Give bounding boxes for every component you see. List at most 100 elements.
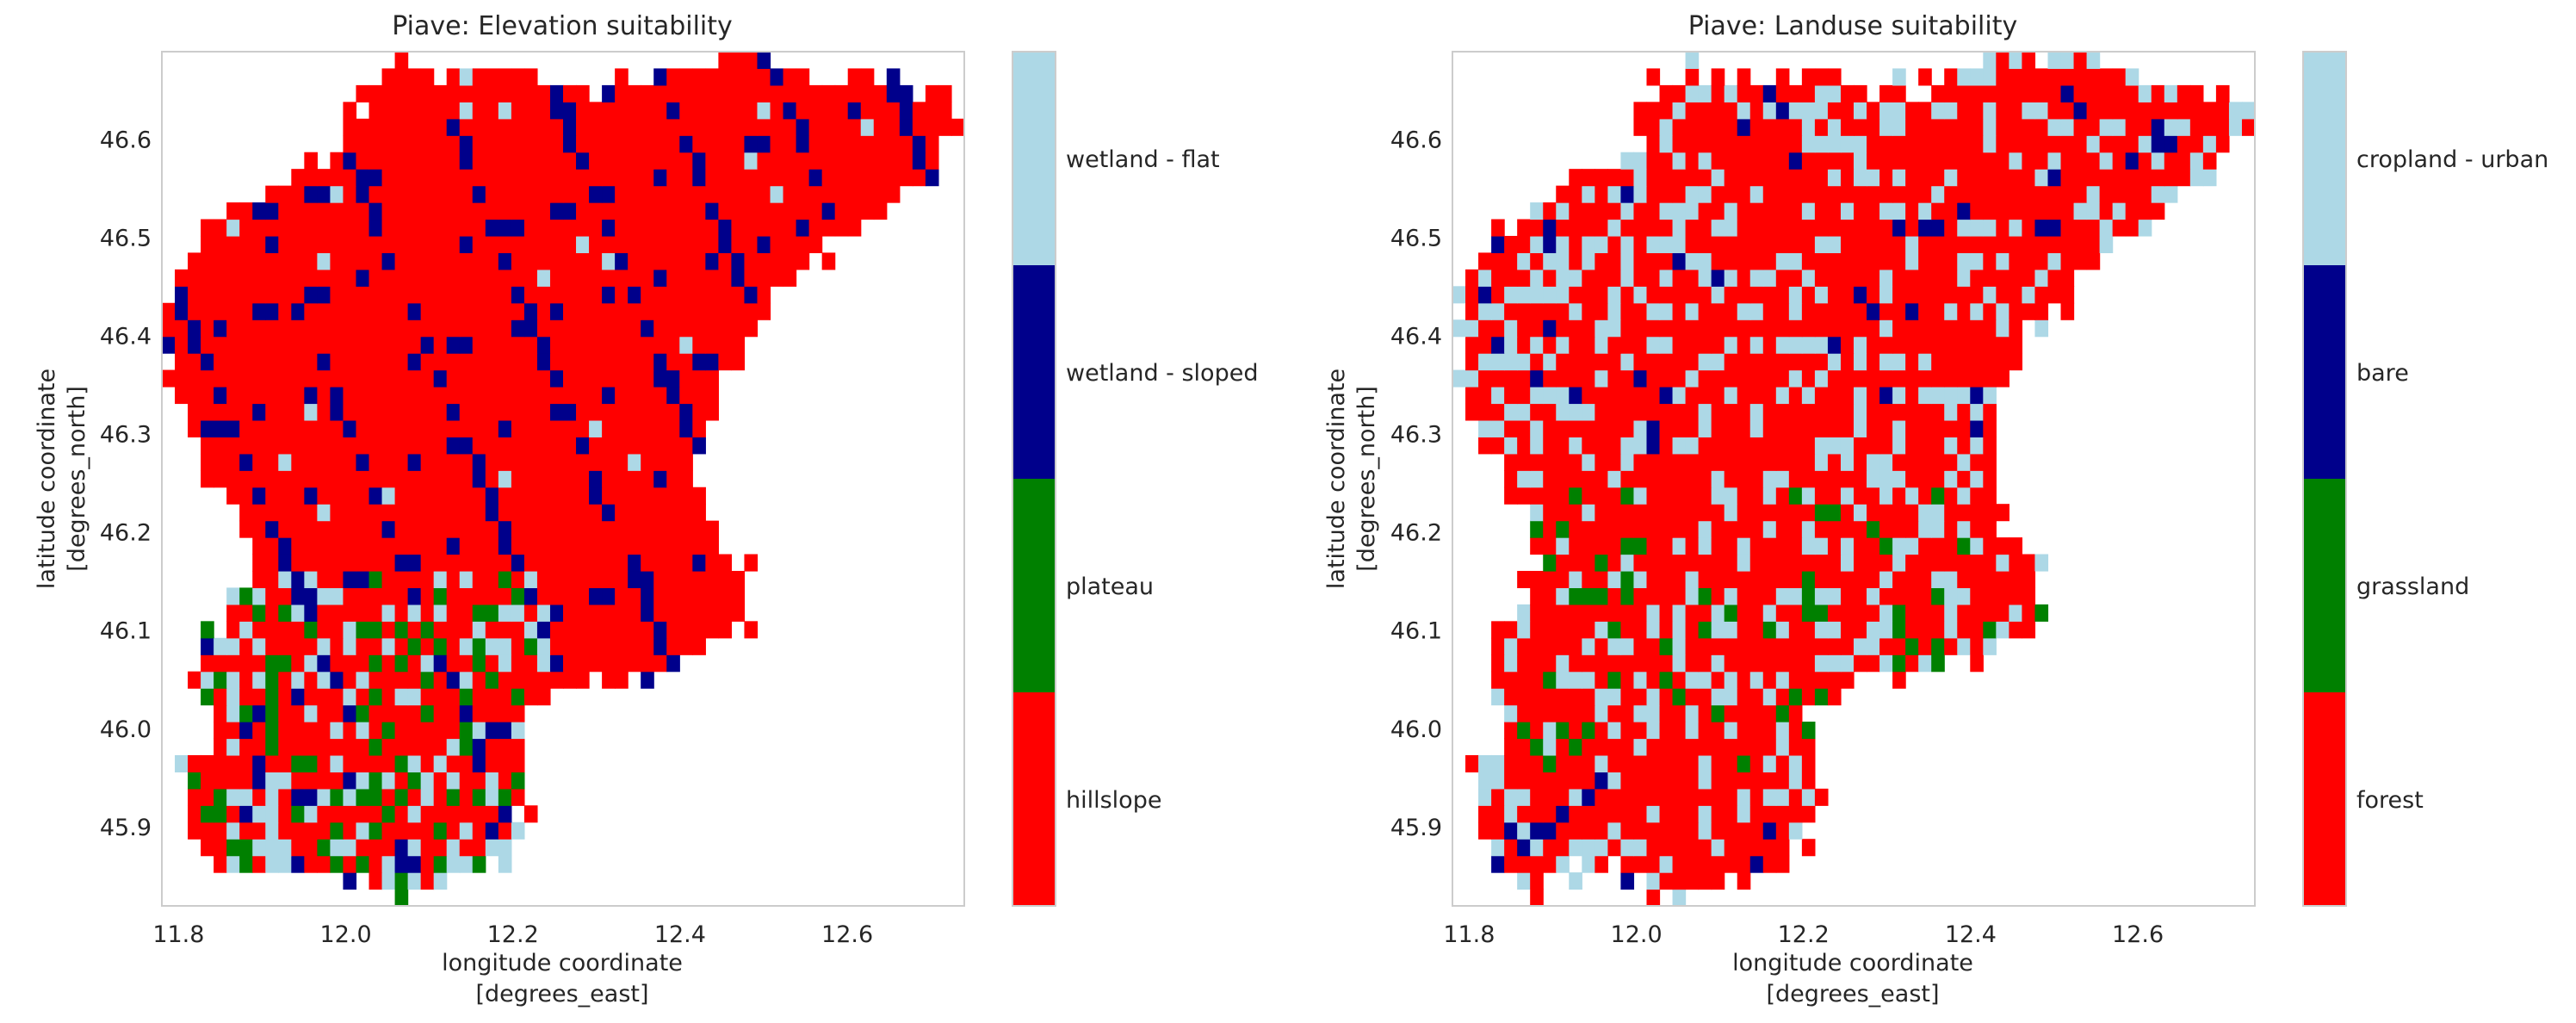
raster-cell — [1633, 722, 1648, 740]
raster-cell — [1607, 319, 1622, 338]
raster-cell — [394, 855, 409, 873]
raster-cell — [1582, 235, 1595, 254]
raster-cell — [1931, 621, 1945, 639]
raster-cell — [252, 269, 266, 287]
raster-cell — [1659, 403, 1674, 421]
raster-cell — [1672, 185, 1687, 203]
raster-cell — [368, 235, 383, 254]
raster-cell — [1646, 604, 1661, 622]
raster-cell — [925, 102, 939, 120]
raster-cell — [679, 403, 693, 421]
raster-cell — [1582, 470, 1595, 488]
raster-cell — [1788, 135, 1803, 153]
raster-cell — [368, 722, 383, 740]
raster-cell — [1646, 202, 1661, 220]
raster-cell — [1724, 839, 1738, 857]
raster-cell — [2202, 118, 2217, 136]
raster-cell — [692, 403, 706, 421]
raster-cell — [498, 219, 512, 237]
raster-cell — [343, 336, 357, 354]
raster-cell — [433, 152, 448, 170]
raster-cell — [536, 185, 551, 203]
raster-cell — [1879, 202, 1893, 220]
raster-cell — [1569, 722, 1582, 740]
raster-cell — [433, 637, 448, 655]
colorbar-label: plateau — [1066, 574, 1154, 600]
raster-cell — [2073, 252, 2088, 270]
raster-cell — [1672, 102, 1687, 120]
raster-cell — [2060, 269, 2075, 287]
raster-cell — [1983, 587, 1997, 605]
raster-cell — [175, 353, 189, 371]
raster-cell — [239, 319, 253, 338]
raster-cell — [536, 637, 551, 655]
raster-cell — [1892, 504, 1906, 522]
raster-cell — [278, 704, 292, 722]
raster-cell — [1931, 570, 1945, 589]
raster-cell — [796, 135, 810, 153]
y-tick-label: 46.2 — [100, 520, 152, 547]
raster-cell — [679, 387, 693, 405]
raster-cell — [1517, 788, 1531, 806]
raster-cell — [201, 437, 214, 455]
raster-cell — [1957, 169, 1971, 187]
raster-cell — [446, 654, 461, 673]
raster-cell — [291, 722, 305, 740]
raster-cell — [1556, 219, 1570, 237]
raster-cell — [278, 319, 292, 338]
raster-cell — [407, 738, 422, 756]
raster-cell — [407, 671, 422, 689]
raster-cell — [1556, 604, 1570, 622]
raster-cell — [433, 235, 448, 254]
raster-cell — [641, 453, 654, 471]
raster-cell — [1996, 235, 2009, 254]
raster-cell — [1840, 152, 1855, 170]
raster-cell — [1543, 621, 1557, 639]
raster-cell — [330, 621, 344, 639]
raster-cell — [1543, 302, 1557, 320]
raster-cell — [252, 353, 266, 371]
raster-cell — [1685, 202, 1700, 220]
raster-cell — [214, 302, 227, 320]
raster-cell — [2125, 68, 2139, 86]
raster-cell — [291, 286, 305, 304]
raster-cell — [1737, 688, 1751, 706]
raster-cell — [770, 252, 784, 270]
raster-cell — [563, 470, 577, 488]
raster-cell — [679, 470, 693, 488]
raster-cell — [1762, 403, 1777, 421]
raster-cell — [1724, 855, 1738, 873]
raster-cell — [1685, 235, 1700, 254]
raster-cell — [1620, 654, 1635, 673]
raster-cell — [1854, 219, 1867, 237]
raster-cell — [459, 185, 474, 203]
raster-cell — [1685, 118, 1700, 136]
raster-cell — [1504, 487, 1518, 505]
raster-cell — [368, 772, 383, 790]
raster-cell — [628, 621, 641, 639]
raster-cell — [1659, 520, 1674, 538]
raster-cell — [2112, 152, 2127, 170]
raster-cell — [1672, 621, 1687, 639]
raster-cell — [175, 286, 189, 304]
raster-cell — [1827, 319, 1842, 338]
raster-cell — [511, 403, 525, 421]
raster-cell — [381, 621, 396, 639]
raster-cell — [576, 637, 590, 655]
raster-cell — [2202, 135, 2217, 153]
raster-cell — [459, 219, 474, 237]
raster-cell — [330, 537, 344, 555]
raster-cell — [407, 387, 422, 405]
raster-cell — [1672, 637, 1687, 655]
raster-cell — [615, 487, 629, 505]
raster-cell — [381, 822, 396, 840]
raster-cell — [1996, 554, 2009, 572]
raster-cell — [265, 788, 279, 806]
raster-cell — [433, 855, 448, 873]
raster-cell — [1504, 688, 1518, 706]
raster-cell — [1996, 570, 2009, 589]
raster-cell — [1595, 185, 1608, 203]
raster-cell — [653, 621, 667, 639]
raster-cell — [2009, 118, 2023, 136]
raster-cell — [523, 118, 538, 136]
